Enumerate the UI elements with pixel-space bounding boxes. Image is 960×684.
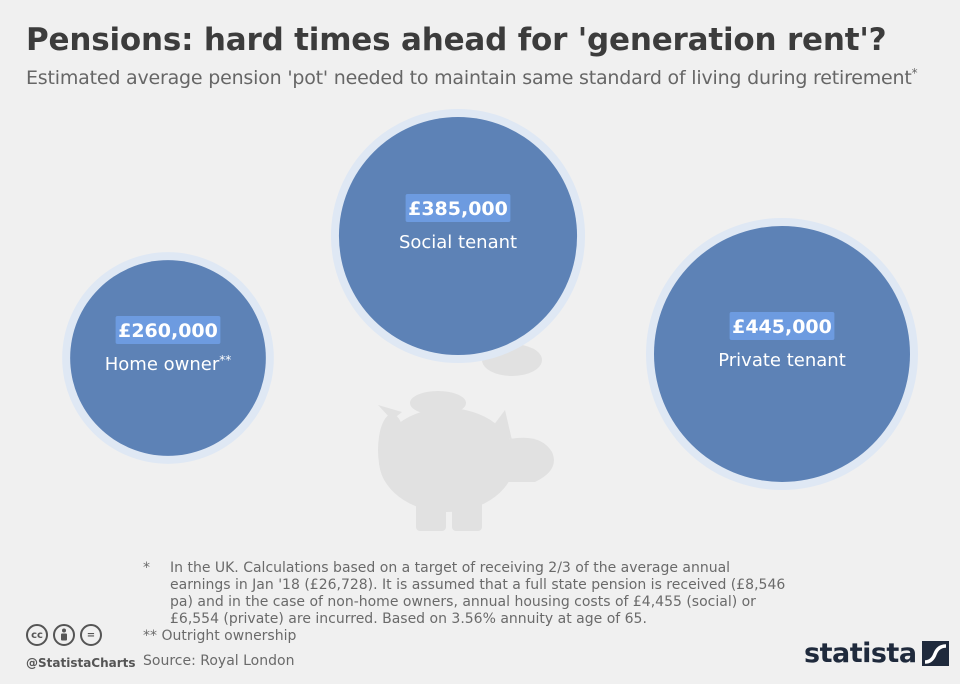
value-label-private-tenant: £445,000 — [732, 316, 832, 338]
category-label-social-tenant: Social tenant — [399, 232, 517, 253]
footnote-mark: * — [143, 560, 150, 576]
nd-icon[interactable]: = — [80, 624, 102, 646]
footnote-2: ** Outright ownership — [143, 628, 297, 644]
bubble-social-tenant[interactable] — [338, 116, 578, 356]
chart-title: Pensions: hard times ahead for 'generati… — [26, 22, 887, 58]
bubble-private-tenant[interactable] — [654, 226, 910, 482]
bubble-home-owner[interactable] — [70, 260, 266, 456]
value-badge-private-tenant — [729, 312, 835, 340]
statista-logo[interactable]: statista — [804, 638, 949, 669]
by-icon[interactable] — [53, 624, 75, 646]
value-badge-home-owner — [115, 316, 221, 344]
footnote-text: In the UK. Calculations based on a targe… — [170, 560, 786, 627]
category-label-home-owner: Home owner** — [105, 353, 232, 375]
twitter-handle[interactable]: @StatistaCharts — [26, 656, 136, 670]
value-label-home-owner: £260,000 — [118, 320, 218, 342]
chart-subtitle: Estimated average pension 'pot' needed t… — [26, 66, 918, 89]
category-label-private-tenant: Private tenant — [718, 350, 846, 371]
source-note: Source: Royal London — [143, 653, 295, 669]
license-icons: cc = — [26, 624, 102, 646]
value-label-social-tenant: £385,000 — [408, 198, 508, 220]
logo-text: statista — [804, 638, 917, 669]
piggy-bank-icon — [378, 344, 554, 531]
cc-icon[interactable]: cc — [26, 624, 48, 646]
footnote-1: * In the UK. Calculations based on a tar… — [143, 560, 790, 628]
statista-logo-icon — [921, 641, 949, 666]
subtitle-text: Estimated average pension 'pot' needed t… — [26, 67, 912, 89]
subtitle-footnote-mark: * — [911, 66, 918, 80]
value-badge-social-tenant — [405, 194, 511, 222]
footnote: * In the UK. Calculations based on a tar… — [143, 560, 790, 645]
